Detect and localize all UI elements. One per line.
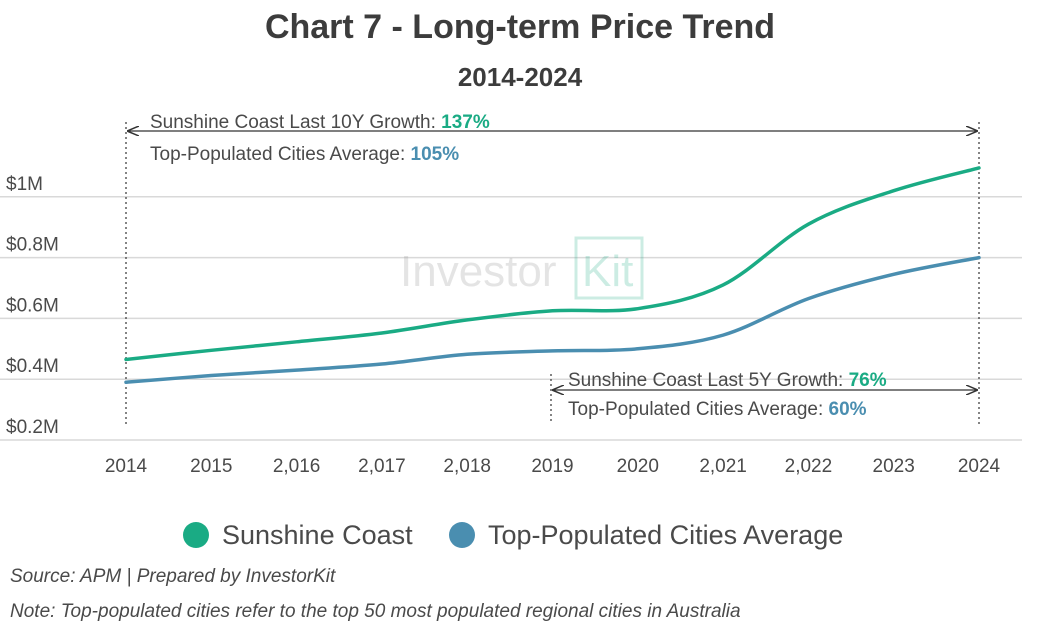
x-tick-label: 2023 <box>873 456 915 477</box>
source-note: Source: APM | Prepared by InvestorKit <box>10 566 335 588</box>
ten-year-annotation-line1: Sunshine Coast Last 10Y Growth: 137% <box>150 112 490 133</box>
legend-marker-cities-average <box>449 522 475 548</box>
x-tick-label: 2,018 <box>443 456 491 477</box>
x-tick-label: 2015 <box>190 456 232 477</box>
five-year-annotation-line1: Sunshine Coast Last 5Y Growth: 76% <box>568 370 887 391</box>
gridlines <box>0 197 1022 440</box>
y-tick-label: $0.6M <box>6 295 59 316</box>
footnote: Note: Top-populated cities refer to the … <box>10 601 741 623</box>
x-tick-label: 2,022 <box>785 456 833 477</box>
ten-year-annotation-line2: Top-Populated Cities Average: 105% <box>150 144 459 165</box>
y-tick-label: $0.2M <box>6 417 59 438</box>
y-tick-label: $0.8M <box>6 235 59 256</box>
x-tick-label: 2024 <box>958 456 1001 477</box>
watermark-text: Investor <box>400 247 557 296</box>
legend-marker-sunshine-coast <box>183 522 209 548</box>
x-tick-label: 2,016 <box>273 456 321 477</box>
y-axis-ticks: $0.2M $0.4M $0.6M $0.8M $1M <box>6 174 59 438</box>
x-tick-label: 2019 <box>531 456 573 477</box>
y-tick-label: $0.4M <box>6 356 59 377</box>
legend: Sunshine Coast Top-Populated Cities Aver… <box>183 520 843 550</box>
x-axis-ticks: 2014 2015 2,016 2,017 2,018 2019 2020 2,021 2,02… <box>105 456 1001 477</box>
x-tick-label: 2,021 <box>699 456 747 477</box>
x-tick-label: 2020 <box>617 456 659 477</box>
line-chart: $0.2M $0.4M $0.6M $0.8M $1M 2014 2015 2,016 2,0… <box>0 0 1040 640</box>
y-tick-label: $1M <box>6 174 43 195</box>
x-tick-label: 2014 <box>105 456 148 477</box>
watermark-kit-text: Kit <box>582 247 633 296</box>
x-tick-label: 2,017 <box>358 456 406 477</box>
legend-label-cities-average: Top-Populated Cities Average <box>488 520 843 550</box>
five-year-annotation-line2: Top-Populated Cities Average: 60% <box>568 399 867 420</box>
legend-label-sunshine-coast: Sunshine Coast <box>222 520 413 550</box>
watermark-logo: Investor Kit <box>400 238 642 298</box>
